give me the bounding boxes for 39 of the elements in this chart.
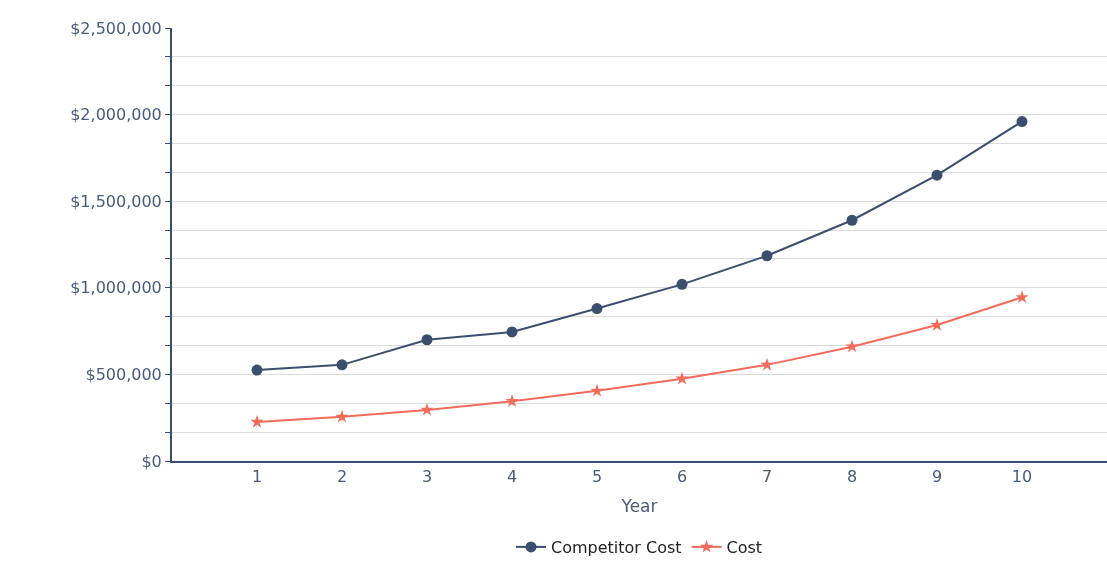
x-tick-label: 5 — [591, 467, 603, 487]
x-tick-label: 7 — [761, 467, 773, 487]
point — [335, 409, 349, 423]
x-axis-title: Year — [620, 496, 658, 517]
point — [1015, 290, 1029, 303]
point — [591, 303, 603, 315]
point — [1016, 116, 1028, 128]
point — [336, 359, 348, 371]
point — [930, 318, 944, 331]
point — [506, 326, 518, 338]
x-tick-label: 9 — [931, 467, 943, 487]
point — [505, 394, 519, 407]
x-tick-label: 6 — [676, 467, 688, 487]
x-tick-label: 2 — [336, 467, 348, 487]
point — [931, 169, 943, 181]
point — [421, 334, 433, 346]
y-tick-label: $1,000,000 — [70, 278, 162, 298]
y-tick-label: $500,000 — [85, 365, 162, 384]
point — [760, 357, 774, 371]
x-tick-label: 8 — [846, 467, 858, 487]
legend-label: Cost — [726, 538, 763, 558]
y-tick-label: $2,500,000 — [70, 18, 162, 38]
point — [590, 383, 604, 397]
point — [676, 278, 688, 290]
point — [420, 402, 434, 416]
y-tick-label: $2,000,000 — [70, 105, 162, 125]
x-tick-label: 1 — [251, 467, 263, 487]
y-tick-label: $1,500,000 — [70, 191, 162, 211]
point — [846, 214, 858, 226]
legend-label: Competitor Cost — [551, 538, 682, 558]
x-tick-label: 4 — [506, 467, 518, 487]
point — [250, 415, 264, 428]
x-tick-label: 3 — [421, 467, 433, 487]
point — [845, 339, 859, 353]
x-tick-label: 10 — [1011, 467, 1033, 487]
point — [251, 364, 263, 376]
point — [675, 371, 689, 385]
point — [761, 250, 773, 262]
y-tick-label: $0 — [141, 451, 162, 471]
